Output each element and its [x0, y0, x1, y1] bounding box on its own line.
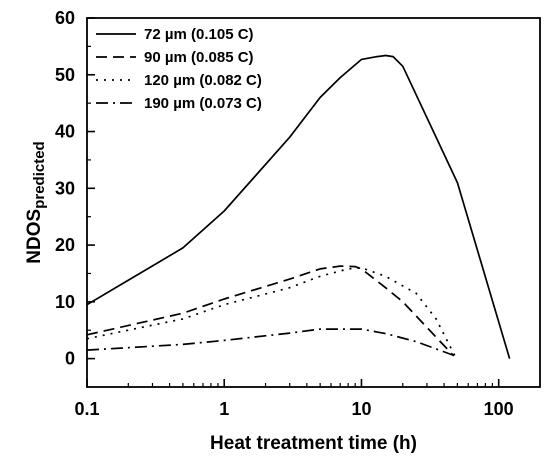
y-tick-label: 30 [55, 178, 75, 198]
y-axis: 0 10 20 30 40 50 60 [55, 8, 95, 369]
y-axis-title: NDOSpredicted [24, 141, 48, 263]
plot-area [86, 17, 541, 388]
x-axis: 0.1 1 10 100 [74, 379, 514, 419]
y-tick-label: 0 [65, 349, 75, 369]
y-tick-label: 40 [55, 122, 75, 142]
x-tick-label: 0.1 [74, 399, 99, 419]
x-tick-label: 10 [351, 399, 371, 419]
series-layer [86, 54, 511, 359]
x-tick-label: 100 [484, 399, 514, 419]
series-line-3 [86, 266, 456, 357]
y-axis-title-subscript: predicted [31, 141, 48, 209]
series-line-1 [86, 54, 511, 359]
y-tick-label: 50 [55, 65, 75, 85]
series-line-2 [86, 265, 455, 357]
legend-label-4: 190 µm (0.073 C) [144, 95, 262, 112]
plot-frame [86, 17, 541, 388]
series-line-4 [86, 328, 456, 357]
legend-label-1: 72 µm (0.105 C) [144, 26, 254, 43]
y-tick-label: 10 [55, 292, 75, 312]
x-axis-title: Heat treatment time (h) [210, 433, 417, 454]
y-tick-label: 60 [55, 8, 75, 28]
y-tick-label: 20 [55, 235, 75, 255]
y-axis-title-main: NDOS [24, 209, 45, 264]
legend-label-3: 120 µm (0.082 C) [144, 72, 262, 89]
legend: 72 µm (0.105 C) 90 µm (0.085 C) 120 µm (0.… [96, 26, 262, 112]
x-tick-label: 1 [219, 399, 229, 419]
legend-label-2: 90 µm (0.085 C) [144, 49, 254, 66]
